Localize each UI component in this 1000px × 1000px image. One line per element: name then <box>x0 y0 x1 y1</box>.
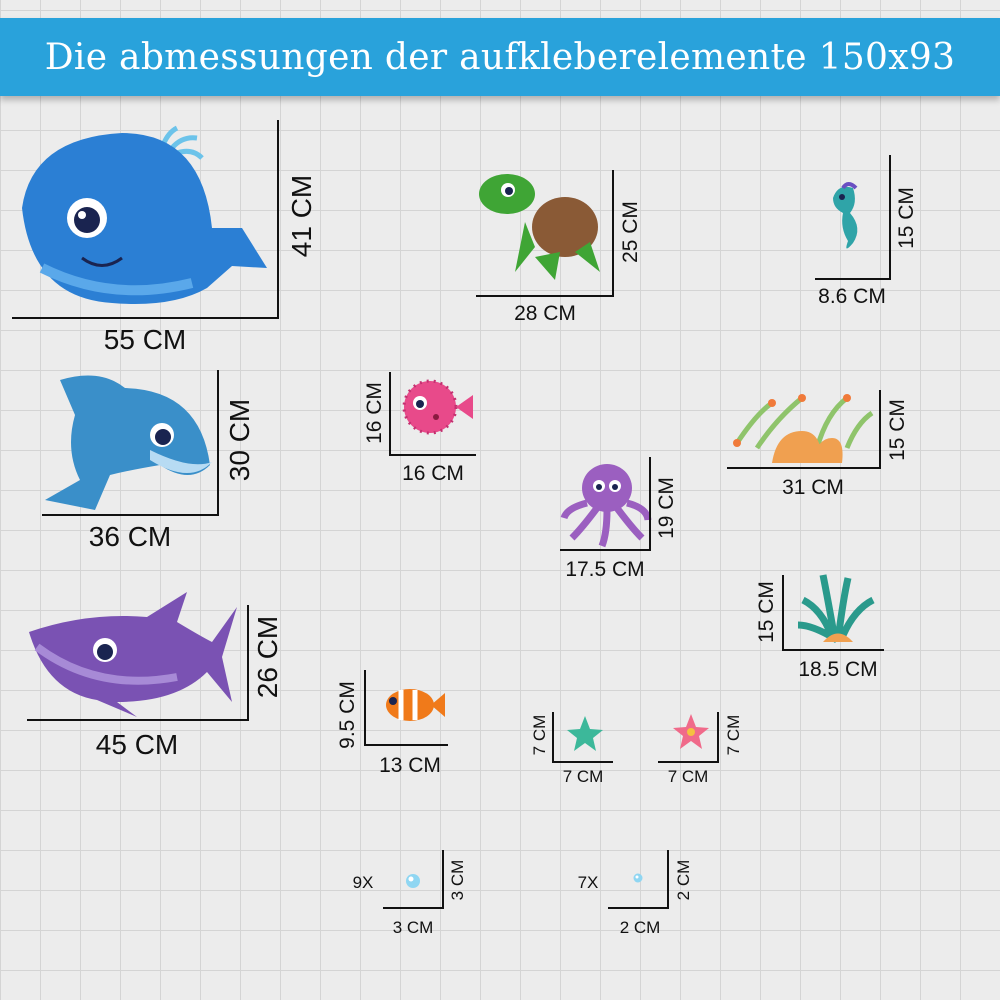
turtle-illustration <box>479 174 600 280</box>
bubble-small-count: 7X <box>577 873 599 892</box>
seahorse-illustration <box>833 182 858 249</box>
starfish-pink-illustration <box>673 714 709 749</box>
seahorse-width-label: 8.6 CM <box>818 285 886 308</box>
seaweed-height-label: 15 CM <box>755 581 778 643</box>
whale-illustration <box>22 125 267 304</box>
pufferfish-height-label: 16 CM <box>363 382 386 444</box>
starfish-green-height-line <box>552 712 554 763</box>
whale-width-label: 55 CM <box>103 324 187 355</box>
bubble-small-height-line <box>667 850 669 909</box>
bubble-large-height-line <box>442 850 444 909</box>
pufferfish-illustration <box>402 379 473 435</box>
shark-width-label: 45 CM <box>95 729 179 760</box>
banner-title: Die abmessungen der aufkleberelemente 15… <box>44 36 956 78</box>
clownfish-height-line <box>364 670 366 746</box>
dolphin-height-label: 30 CM <box>224 398 255 482</box>
octopus-height-line <box>649 457 651 551</box>
seaweed-height-line <box>782 575 784 651</box>
shark-illustration <box>29 592 237 717</box>
seahorse-height-line <box>889 155 891 280</box>
octopus-width-label: 17.5 CM <box>565 558 645 581</box>
starfish-green-illustration <box>567 716 603 751</box>
clownfish-illustration <box>386 689 445 721</box>
title-banner: Die abmessungen der aufkleberelemente 15… <box>0 18 1000 96</box>
bubble-large-count: 9X <box>352 873 374 892</box>
bubble-small-width-label: 2 CM <box>619 918 661 937</box>
turtle-height-label: 25 CM <box>619 201 642 263</box>
bubble-large-illustration <box>406 874 420 888</box>
coral-width-line <box>727 467 881 469</box>
bubble-large-width-label: 3 CM <box>392 918 434 937</box>
clownfish-width-label: 13 CM <box>379 754 441 777</box>
whale-height-label: 41 CM <box>286 174 317 258</box>
starfish-green-height-label: 7 CM <box>530 714 549 756</box>
pufferfish-width-label: 16 CM <box>402 462 464 485</box>
coral-illustration <box>733 394 874 463</box>
dolphin-width-label: 36 CM <box>88 521 172 552</box>
dolphin-width-line <box>42 514 219 516</box>
starfish-green-width-label: 7 CM <box>562 767 604 786</box>
pufferfish-height-line <box>389 372 391 456</box>
seaweed-width-line <box>782 649 884 651</box>
seahorse-height-label: 15 CM <box>895 187 918 249</box>
bubble-small-illustration <box>633 873 643 883</box>
dolphin-illustration <box>45 375 212 510</box>
octopus-height-label: 19 CM <box>655 477 678 539</box>
bubble-large-width-line <box>383 907 444 909</box>
bubble-large-height-label: 3 CM <box>448 859 467 901</box>
octopus-width-line <box>560 549 651 551</box>
clownfish-width-line <box>364 744 448 746</box>
turtle-width-label: 28 CM <box>514 302 576 325</box>
bubble-small-width-line <box>608 907 669 909</box>
turtle-width-line <box>476 295 614 297</box>
dolphin-height-line <box>217 370 219 516</box>
octopus-illustration <box>560 464 652 548</box>
pufferfish-width-line <box>389 454 476 456</box>
starfish-pink-height-line <box>717 712 719 763</box>
shark-height-label: 26 CM <box>252 615 283 699</box>
coral-height-line <box>879 390 881 469</box>
coral-height-label: 15 CM <box>886 399 909 461</box>
seaweed-illustration <box>797 574 875 643</box>
turtle-height-line <box>612 170 614 297</box>
shark-height-line <box>247 605 249 721</box>
bubble-small-height-label: 2 CM <box>674 859 693 901</box>
coral-width-label: 31 CM <box>782 476 844 499</box>
whale-height-line <box>277 120 279 319</box>
clownfish-height-label: 9.5 CM <box>336 681 359 749</box>
starfish-pink-width-line <box>658 761 719 763</box>
starfish-green-width-line <box>552 761 613 763</box>
shark-width-line <box>27 719 249 721</box>
starfish-pink-height-label: 7 CM <box>724 714 743 756</box>
seahorse-width-line <box>815 278 891 280</box>
whale-width-line <box>12 317 279 319</box>
seaweed-width-label: 18.5 CM <box>798 658 878 681</box>
starfish-pink-width-label: 7 CM <box>667 767 709 786</box>
